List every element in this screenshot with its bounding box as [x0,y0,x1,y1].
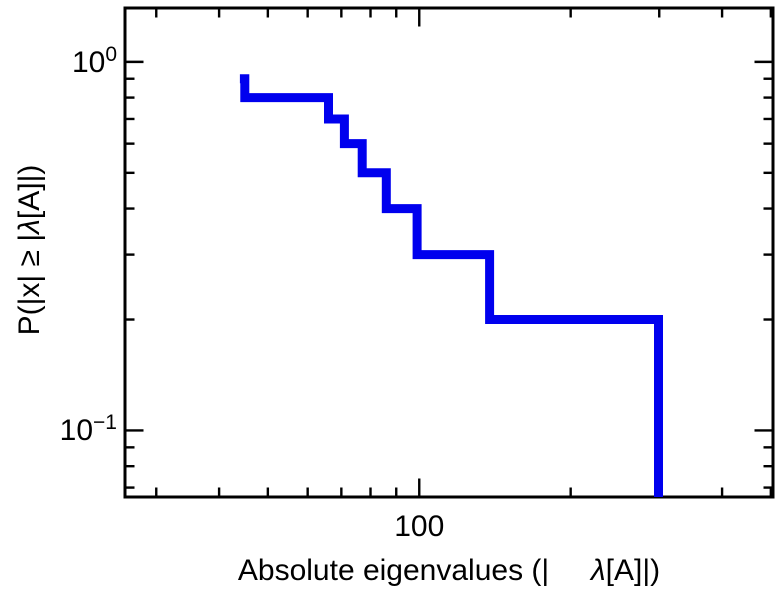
x-axis-title-prefix: Absolute eigenvalues (| [237,554,550,587]
x-axis-title-suffix: [A]|) [605,554,661,587]
y-axis-title-suffix: [A]|) [13,164,46,220]
plot-border [123,6,775,499]
axis-ticks [126,9,773,496]
y-tick-label-1e0: 100 [72,44,117,78]
eigenvalue-ccdf-step-line [239,74,663,497]
y-axis-title-prefix: P(|x| ≥ | [13,233,46,336]
y-tick-label-1e-1: 10−1 [60,412,117,446]
x-tick-label-100: 100 [394,510,445,543]
y-tick-exponent: 0 [105,42,117,66]
y-tick-base: 10 [71,45,106,79]
y-tick-exponent: −1 [93,411,117,435]
y-tick-base: 10 [59,414,94,448]
y-axis-title: P(|x| ≥ |λ[A]|) [13,165,47,336]
lambda-symbol: λ [13,219,46,234]
x-axis-title: Absolute eigenvalues (| λ[A]|) [238,554,660,588]
x-axis-title-gap [549,554,591,587]
lambda-symbol: λ [590,554,606,587]
